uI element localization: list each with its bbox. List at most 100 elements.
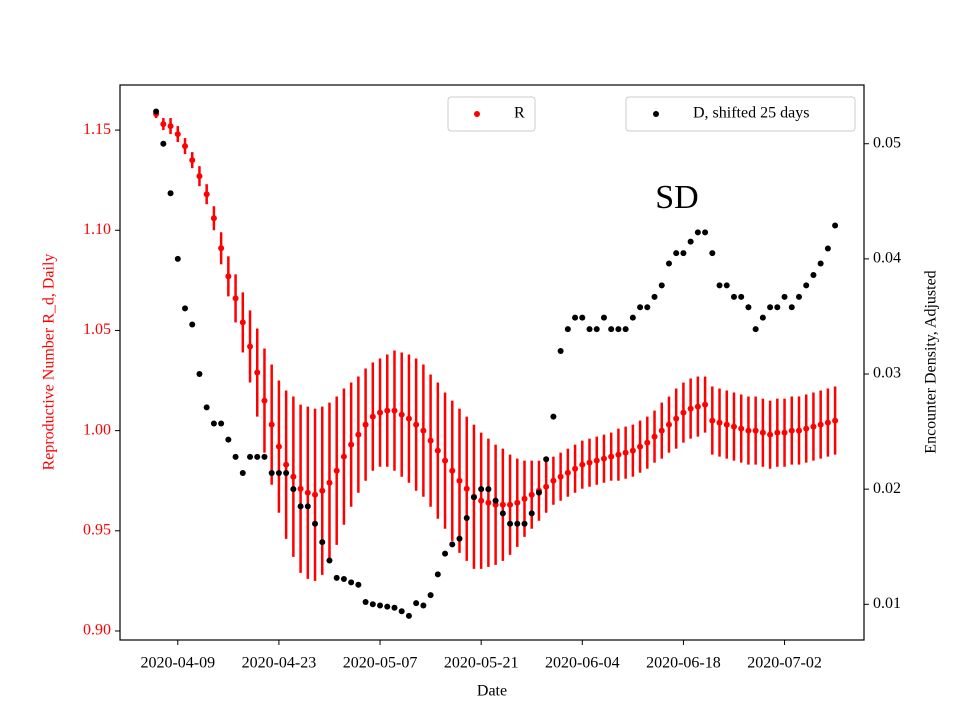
data-point bbox=[644, 439, 651, 446]
data-point bbox=[622, 326, 629, 333]
data-point bbox=[651, 433, 658, 440]
data-point bbox=[521, 495, 528, 502]
data-point bbox=[781, 429, 788, 436]
data-point bbox=[528, 491, 535, 498]
data-point bbox=[442, 457, 449, 464]
data-point bbox=[644, 304, 651, 311]
data-point bbox=[658, 427, 665, 434]
data-point bbox=[304, 503, 311, 510]
data-point bbox=[665, 260, 672, 267]
data-point bbox=[608, 326, 615, 333]
data-point bbox=[579, 461, 586, 468]
data-point bbox=[160, 121, 167, 128]
data-point bbox=[434, 447, 441, 454]
data-point bbox=[615, 451, 622, 458]
data-point bbox=[600, 455, 607, 462]
data-point bbox=[218, 420, 225, 427]
data-point bbox=[673, 250, 680, 257]
data-point bbox=[716, 282, 723, 289]
data-point bbox=[485, 499, 492, 506]
data-point bbox=[290, 473, 297, 480]
data-point bbox=[290, 486, 297, 493]
data-point bbox=[275, 443, 282, 450]
data-point bbox=[600, 314, 607, 321]
x-tick-label: 2020-07-02 bbox=[747, 655, 822, 672]
data-point bbox=[543, 483, 550, 490]
data-point bbox=[622, 449, 629, 456]
data-point bbox=[362, 599, 369, 606]
data-point bbox=[456, 535, 463, 542]
data-point bbox=[803, 425, 810, 432]
data-point bbox=[535, 489, 542, 496]
x-tick-label: 2020-06-18 bbox=[646, 655, 721, 672]
data-point bbox=[593, 457, 600, 464]
data-point bbox=[225, 273, 232, 280]
data-point bbox=[702, 229, 709, 236]
data-point bbox=[694, 403, 701, 410]
data-point bbox=[608, 453, 615, 460]
data-point bbox=[261, 397, 268, 404]
data-point bbox=[167, 190, 174, 197]
data-point bbox=[499, 501, 506, 508]
legend-marker bbox=[474, 111, 480, 117]
y2-tick-label: 0.02 bbox=[873, 480, 901, 497]
data-point bbox=[788, 427, 795, 434]
data-point bbox=[203, 191, 210, 198]
data-point bbox=[543, 456, 550, 463]
data-point bbox=[788, 304, 795, 311]
data-point bbox=[377, 409, 384, 416]
data-point bbox=[391, 407, 398, 414]
data-point bbox=[507, 520, 514, 527]
data-point bbox=[810, 423, 817, 430]
y2-tick-label: 0.05 bbox=[873, 134, 901, 151]
data-point bbox=[817, 421, 824, 428]
data-point bbox=[485, 486, 492, 493]
data-point bbox=[196, 173, 203, 180]
data-point bbox=[413, 421, 420, 428]
y2-axis-label: Encounter Density, Adjusted bbox=[923, 270, 940, 453]
data-point bbox=[593, 326, 600, 333]
y-tick-label: 0.95 bbox=[83, 521, 111, 538]
data-point bbox=[405, 415, 412, 422]
x-tick-label: 2020-05-07 bbox=[343, 655, 418, 672]
data-point bbox=[427, 437, 434, 444]
data-point bbox=[398, 411, 405, 418]
data-point bbox=[232, 295, 239, 302]
data-point bbox=[355, 581, 362, 588]
data-point bbox=[759, 429, 766, 436]
data-point bbox=[326, 557, 333, 564]
y-axis-label: Reproductive Number R_d, Daily bbox=[41, 254, 58, 471]
data-point bbox=[326, 479, 333, 486]
data-point bbox=[709, 417, 716, 424]
data-point bbox=[153, 108, 160, 115]
data-point bbox=[499, 510, 506, 517]
data-point bbox=[470, 494, 477, 501]
data-point bbox=[463, 485, 470, 492]
data-point bbox=[514, 520, 521, 527]
x-tick-label: 2020-06-04 bbox=[545, 655, 620, 672]
data-point bbox=[810, 271, 817, 278]
data-point bbox=[680, 250, 687, 257]
data-point bbox=[521, 520, 528, 527]
data-point bbox=[189, 157, 196, 164]
data-point bbox=[297, 485, 304, 492]
data-point bbox=[738, 293, 745, 300]
data-point bbox=[629, 314, 636, 321]
data-point bbox=[304, 489, 311, 496]
data-point bbox=[694, 229, 701, 236]
data-point bbox=[369, 601, 376, 608]
plot-frame bbox=[119, 84, 865, 641]
data-point bbox=[268, 470, 275, 477]
y-tick-label: 1.15 bbox=[83, 121, 111, 138]
data-point bbox=[413, 600, 420, 607]
data-point bbox=[232, 453, 239, 460]
data-point bbox=[774, 429, 781, 436]
data-point bbox=[658, 282, 665, 289]
data-point bbox=[160, 140, 167, 147]
data-point bbox=[348, 441, 355, 448]
data-point bbox=[774, 304, 781, 311]
data-point bbox=[673, 415, 680, 422]
data-point bbox=[239, 470, 246, 477]
data-point bbox=[586, 326, 593, 333]
data-point bbox=[629, 447, 636, 454]
